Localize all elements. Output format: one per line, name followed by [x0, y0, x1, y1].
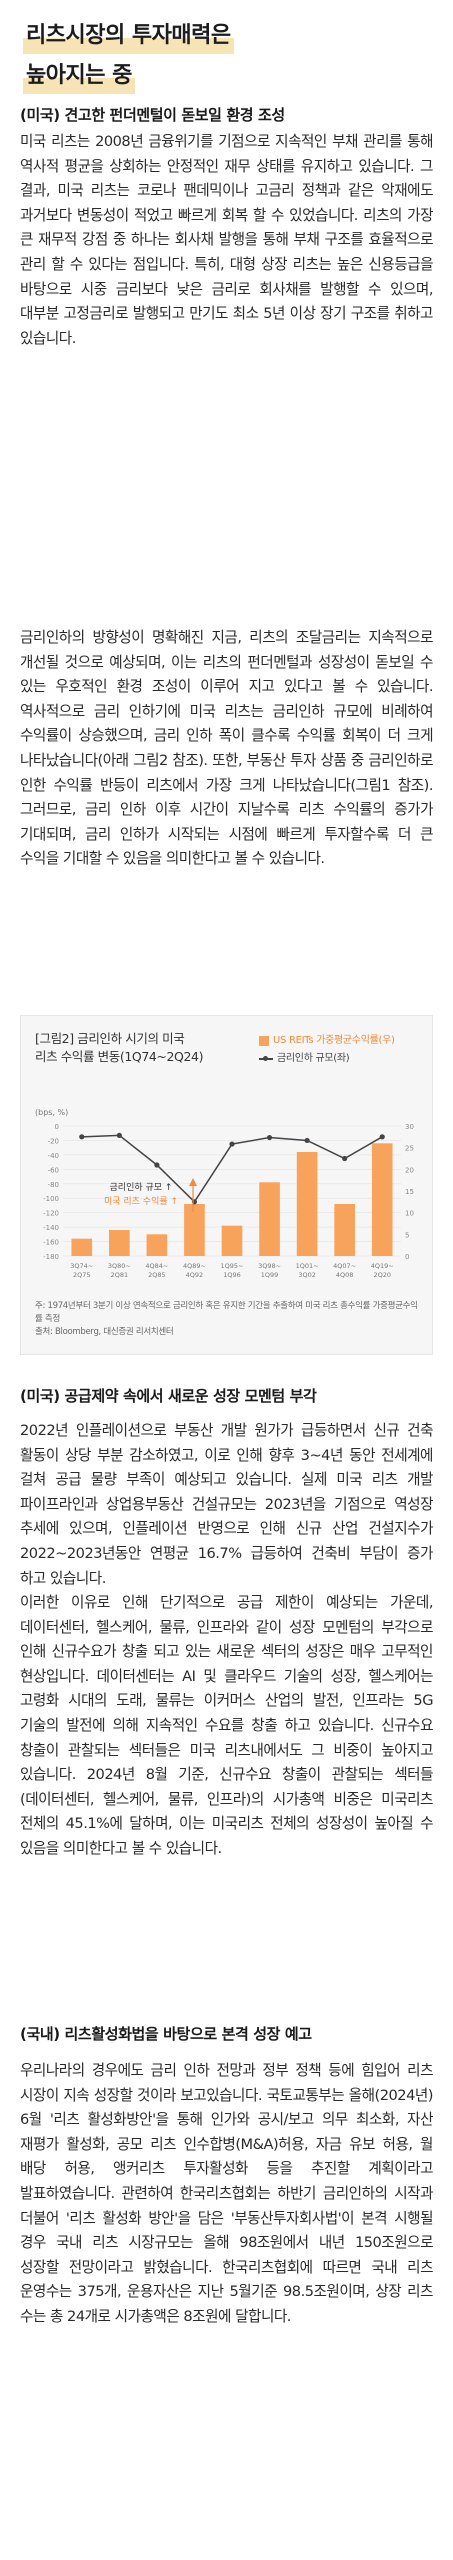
left-tick-label: -80 — [48, 1181, 59, 1189]
bar-reit-return — [221, 1225, 243, 1256]
legend-label-rate-cut: 금리인하 규모(좌) — [277, 1053, 350, 1064]
right-tick-label: 5 — [405, 1231, 409, 1239]
right-tick-label: 20 — [405, 1166, 414, 1174]
right-tick-label: 25 — [405, 1145, 414, 1153]
x-tick-label: 1Q01~ — [296, 1262, 319, 1270]
paragraph-us-supply-1: 2022년 인플레이션으로 부동산 개발 원가가 급등하면서 신규 건축 활동이… — [20, 1422, 434, 1587]
left-tick-label: -180 — [43, 1253, 59, 1261]
bar-reit-return — [259, 1182, 280, 1256]
bar-reit-return — [371, 1143, 393, 1256]
point-rate-cut — [229, 1141, 235, 1147]
legend-item-rate-cut: 금리인하 규모(좌) — [259, 1050, 395, 1068]
figure-note: 주: 1974년부터 3분기 이상 연속적으로 금리인하 혹은 유지한 기간을 … — [35, 1301, 418, 1324]
x-tick-label: 1Q96 — [223, 1271, 241, 1279]
section-heading-us-supply: (미국) 공급제약 속에서 새로운 성장 모멘텀 부각 — [20, 1387, 317, 1405]
figure-title: [그림2] 금리인하 시기의 미국 리츠 수익률 변동(1Q74~2Q24) — [35, 1030, 203, 1066]
right-tick-label: 0 — [405, 1253, 409, 1261]
legend-swatch-line — [259, 1056, 273, 1061]
point-rate-cut — [116, 1132, 122, 1138]
paragraph-us-fundamentals-2: 금리인하의 방향성이 명확해진 지금, 리츠의 조달금리는 지속적으로 개선될 … — [20, 629, 434, 868]
left-tick-label: -60 — [48, 1166, 59, 1174]
point-rate-cut — [266, 1134, 273, 1141]
legend-item-returns: US REITs 가중평균수익률(우) — [259, 1032, 395, 1050]
figure-source: 출처: Bloomberg, 대신증권 리서치센터 — [35, 1327, 174, 1337]
bar-reit-return — [334, 1204, 355, 1256]
x-tick-label: 1Q95~ — [221, 1262, 244, 1270]
paragraph-us-supply-2: 이러한 이유로 인해 단기적으로 공급 제한이 예상되는 가운데, 데이터센터,… — [20, 1594, 434, 1857]
x-tick-label: 2Q20 — [373, 1271, 391, 1279]
x-tick-label: 4Q08 — [336, 1271, 354, 1279]
x-tick-label: 3Q80~ — [108, 1262, 131, 1270]
legend-swatch-bar — [259, 1036, 269, 1046]
x-tick-label: 2Q85 — [148, 1271, 166, 1279]
figure-notes: 주: 1974년부터 3분기 이상 연속적으로 금리인하 혹은 유지한 기간을 … — [35, 1300, 425, 1339]
x-tick-label: 3Q98~ — [258, 1262, 281, 1270]
left-tick-label: -120 — [43, 1210, 59, 1218]
point-rate-cut — [379, 1134, 385, 1140]
right-tick-label: 15 — [405, 1188, 414, 1196]
paragraph-korea-1: 우리나라의 경우에도 금리 인하 전망과 정부 정책 등에 힘입어 리츠 시장이… — [20, 2062, 434, 2325]
left-tick-label: 0 — [55, 1123, 59, 1131]
bar-reit-return — [109, 1230, 130, 1256]
left-tick-label: -100 — [43, 1195, 59, 1203]
annotation-return: 미국 리츠 수익률 ↑ — [104, 1195, 178, 1207]
x-tick-label: 4Q07~ — [333, 1262, 356, 1270]
left-tick-label: -160 — [43, 1239, 59, 1247]
point-rate-cut — [79, 1134, 85, 1140]
right-tick-label: 10 — [405, 1210, 414, 1218]
bar-reit-return — [296, 1152, 318, 1256]
legend-label-returns: US REITs 가중평균수익률(우) — [273, 1035, 395, 1046]
annotation-arrowhead — [189, 1178, 197, 1186]
title-line-1: 리츠시장의 투자매력은 — [23, 18, 234, 54]
x-tick-label: 3Q74~ — [70, 1262, 93, 1270]
figure-title-line-1: [그림2] 금리인하 시기의 미국 — [35, 1031, 185, 1046]
bar-reit-return — [71, 1238, 93, 1256]
figure-rate-cut-reit-returns: [그림2] 금리인하 시기의 미국 리츠 수익률 변동(1Q74~2Q24) U… — [20, 1015, 433, 1355]
figure-title-line-2: 리츠 수익률 변동(1Q74~2Q24) — [35, 1049, 204, 1064]
x-tick-label: 3Q02 — [298, 1271, 316, 1279]
left-tick-label: -140 — [43, 1224, 59, 1232]
section-heading-us-fundamentals: (미국) 견고한 펀더멘털이 돋보일 환경 조성 — [20, 106, 285, 124]
bar-reit-return — [146, 1234, 168, 1256]
x-tick-label: 4Q19~ — [371, 1262, 394, 1270]
x-tick-label: 4Q84~ — [145, 1262, 168, 1270]
bar-reit-return — [184, 1204, 205, 1256]
x-tick-label: 4Q92 — [186, 1271, 204, 1279]
x-tick-label: 2Q75 — [73, 1271, 91, 1279]
section-heading-korea: (국내) 리츠활성화법을 바탕으로 본격 성장 예고 — [20, 2025, 312, 2043]
point-rate-cut — [342, 1155, 348, 1162]
chart-plot: (bps, %) -180 -160 -140 -120 -100 -80 -60 -40 -20… — [35, 1108, 414, 1279]
title-line-2: 높아지는 중 — [23, 58, 135, 94]
annotation-rate-cut: 금리인하 규모 ↑ — [110, 1182, 173, 1193]
x-tick-label: 1Q99 — [261, 1271, 279, 1279]
x-tick-label: 4Q89~ — [183, 1262, 206, 1270]
left-tick-label: -40 — [48, 1152, 59, 1160]
left-axis-label: (bps, %) — [35, 1108, 68, 1117]
page-title: 리츠시장의 투자매력은 높아지는 중 — [23, 18, 234, 98]
paragraph-us-fundamentals-1: 미국 리츠는 2008년 금융위기를 기점으로 지속적인 부채 관리를 통해 역… — [20, 133, 434, 347]
right-tick-label: 30 — [405, 1123, 414, 1131]
chart-legend: US REITs 가중평균수익률(우) 금리인하 규모(좌) — [259, 1032, 395, 1068]
left-tick-label: -20 — [48, 1137, 59, 1145]
x-tick-label: 2Q81 — [111, 1271, 129, 1279]
point-rate-cut — [304, 1137, 310, 1144]
point-rate-cut — [154, 1162, 160, 1168]
